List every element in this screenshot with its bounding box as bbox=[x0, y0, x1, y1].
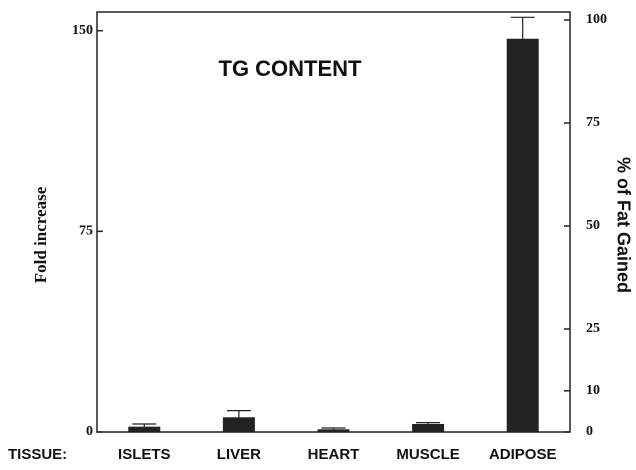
y2-tick-label: 50 bbox=[586, 218, 600, 233]
y2-tick-label: 100 bbox=[586, 12, 607, 27]
x-axis-label: TISSUE: bbox=[8, 446, 67, 463]
x-tick-label: LIVER bbox=[217, 446, 261, 463]
chart-title: TG CONTENT bbox=[219, 56, 363, 81]
y2-tick-label: 75 bbox=[586, 115, 600, 130]
y-tick-label: 150 bbox=[72, 23, 93, 38]
y2-tick-label: 25 bbox=[586, 321, 600, 336]
x-tick-label: ADIPOSE bbox=[489, 446, 557, 463]
y2-tick-label: 0 bbox=[586, 424, 593, 439]
bar bbox=[128, 426, 161, 432]
bar bbox=[317, 429, 350, 432]
x-tick-label: ISLETS bbox=[118, 446, 171, 463]
bar bbox=[222, 417, 255, 432]
y2-axis-label: % of Fat Gained bbox=[613, 157, 633, 293]
y-tick-label: 75 bbox=[79, 224, 93, 239]
y-tick-label: 0 bbox=[86, 424, 93, 439]
bar bbox=[412, 423, 445, 432]
y2-tick-label: 10 bbox=[586, 383, 600, 398]
y-axis-label: Fold increase bbox=[31, 186, 50, 283]
x-tick-label: HEART bbox=[308, 446, 360, 463]
bar bbox=[506, 38, 539, 433]
x-tick-label: MUSCLE bbox=[396, 446, 459, 463]
